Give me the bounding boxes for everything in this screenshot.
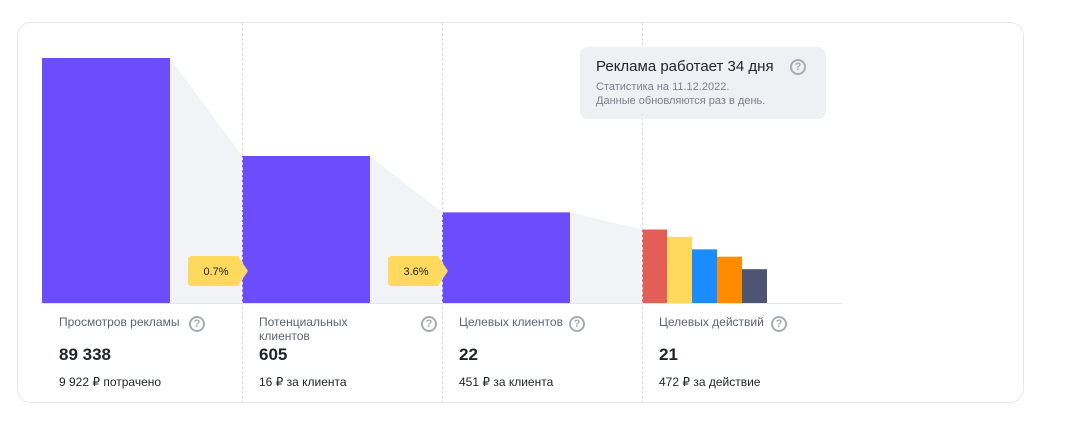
action-breakdown-bar bbox=[742, 269, 767, 303]
campaign-info-tooltip: Реклама работает 34 дня ? Статистика на … bbox=[580, 47, 826, 119]
column-divider bbox=[242, 23, 243, 402]
help-icon[interactable]: ? bbox=[421, 316, 437, 332]
metric-subtitle: 9 922 ₽ потрачено bbox=[59, 375, 162, 389]
metric-label: Потенциальных клиентов bbox=[259, 315, 348, 343]
action-breakdown-bar bbox=[642, 229, 667, 303]
funnel-bar bbox=[442, 212, 570, 303]
metric-value: 89 338 bbox=[59, 345, 111, 364]
funnel-bar bbox=[42, 58, 170, 303]
conversion-badge-label: 0.7% bbox=[203, 266, 228, 278]
metric-value: 605 bbox=[259, 345, 288, 364]
help-icon[interactable]: ? bbox=[189, 316, 205, 332]
tooltip-title: Реклама работает 34 дня bbox=[596, 58, 774, 75]
funnel-bar bbox=[242, 156, 370, 303]
tooltip-stats-date: Статистика на 11.12.2022. bbox=[596, 81, 730, 93]
column-divider bbox=[642, 23, 643, 402]
conversion-badge-label: 3.6% bbox=[403, 266, 428, 278]
metric-target-actions: Целевых действий ? 21 472 ₽ за действие bbox=[659, 315, 829, 389]
help-icon[interactable]: ? bbox=[771, 316, 787, 332]
funnel-card: 0.7% 3.6% Просмотров рекламы ? 89 338 9 9… bbox=[17, 22, 1024, 403]
metric-subtitle: 16 ₽ за клиента bbox=[259, 375, 347, 389]
metric-value: 21 bbox=[659, 345, 678, 364]
metric-target-clients: Целевых клиентов ? 22 451 ₽ за клиента bbox=[459, 315, 629, 389]
tooltip-update-note: Данные обновляются раз в день. bbox=[596, 95, 766, 107]
metric-value: 22 bbox=[459, 345, 478, 364]
metric-label: Просмотров рекламы bbox=[59, 315, 180, 329]
conversion-badge bbox=[188, 256, 248, 286]
metric-subtitle: 451 ₽ за клиента bbox=[459, 375, 554, 389]
metric-label: Целевых действий bbox=[659, 315, 764, 329]
funnel-connector bbox=[170, 58, 242, 303]
metric-label: Целевых клиентов bbox=[459, 315, 563, 329]
help-icon[interactable]: ? bbox=[790, 59, 806, 75]
metric-potential-clients: Потенциальных клиентов ? 605 16 ₽ за кли… bbox=[259, 315, 437, 389]
help-icon[interactable]: ? bbox=[569, 316, 585, 332]
column-divider bbox=[442, 23, 443, 402]
action-breakdown-bar bbox=[692, 249, 717, 303]
conversion-badge bbox=[388, 256, 448, 286]
action-breakdown-bar bbox=[717, 256, 742, 303]
funnel-connector bbox=[570, 212, 642, 303]
action-breakdown-bar bbox=[667, 236, 692, 303]
metric-subtitle: 472 ₽ за действие bbox=[659, 375, 761, 389]
metric-views: Просмотров рекламы ? 89 338 9 922 ₽ потр… bbox=[59, 315, 229, 389]
funnel-chart: 0.7% 3.6% bbox=[42, 58, 842, 304]
